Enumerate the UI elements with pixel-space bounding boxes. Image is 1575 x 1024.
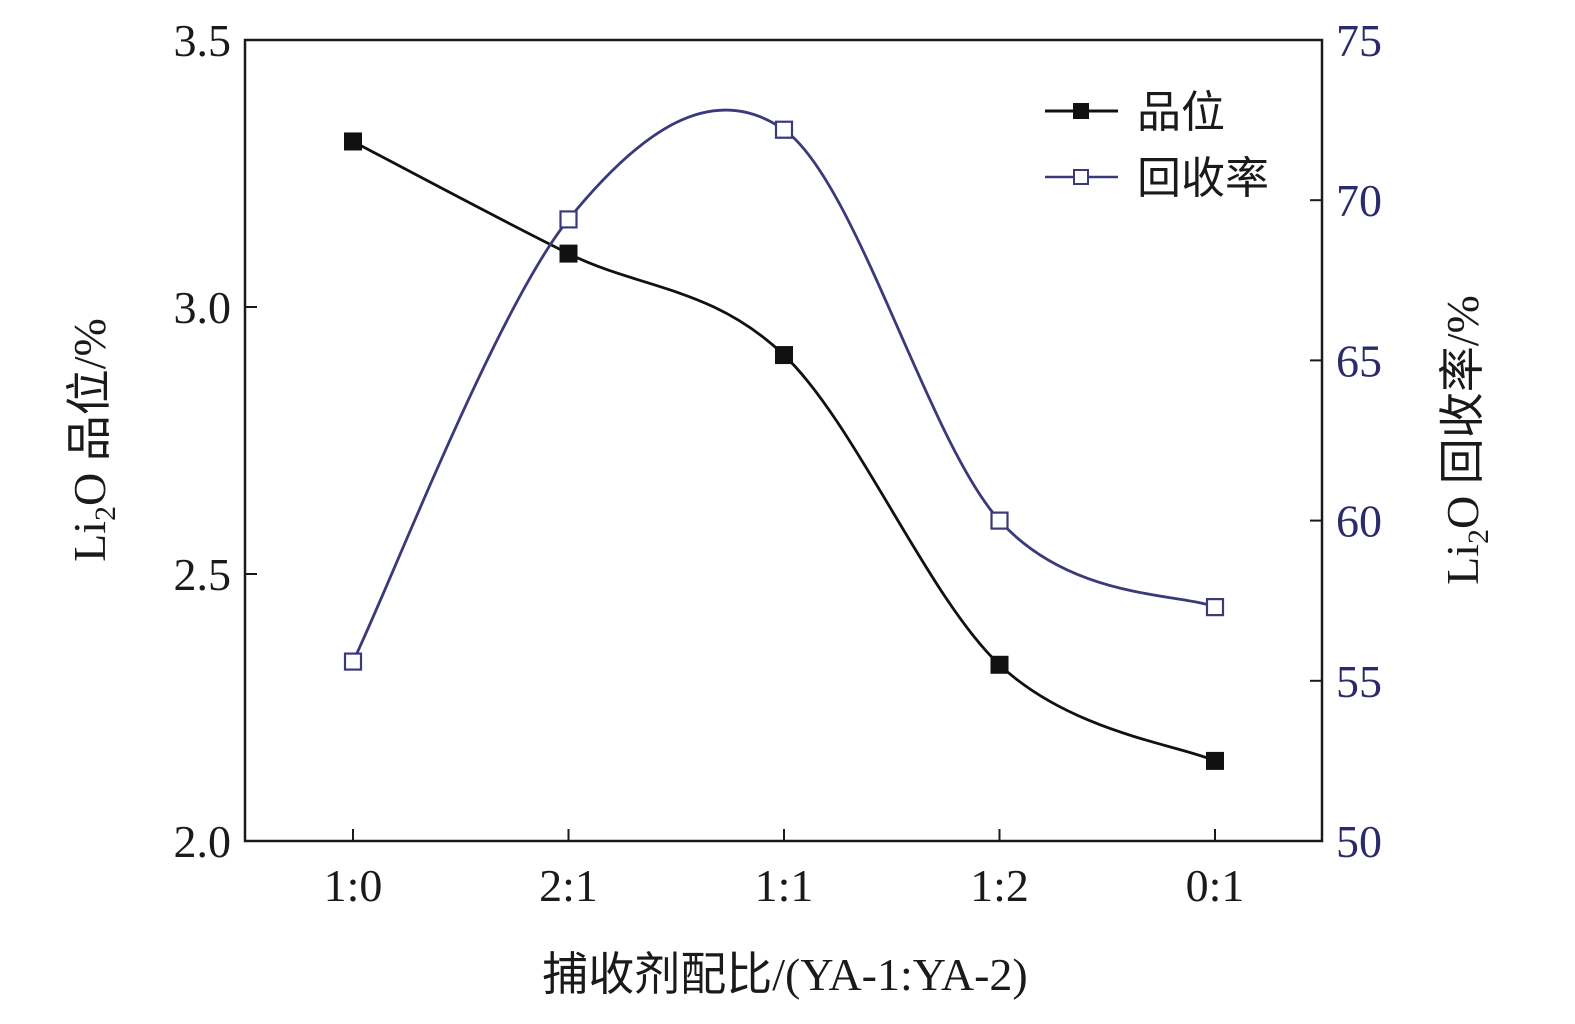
- y-right-axis-ticks: 50 55 60 65 70 75: [1310, 15, 1382, 867]
- x-axis-ticks: 1:0 2:1 1:1 1:2 0:1: [324, 829, 1245, 911]
- y-right-title-post: O 回收率/%: [1437, 295, 1488, 529]
- legend: 品位 回收率: [1045, 87, 1269, 204]
- x-tick-label: 1:0: [324, 860, 383, 911]
- y-left-title-sub: 2: [89, 506, 122, 521]
- series-line-recovery: [351, 108, 1216, 663]
- y-right-title-pre: Li: [1437, 544, 1488, 585]
- x-tick-label: 1:1: [755, 860, 814, 911]
- y-right-tick-label: 60: [1336, 496, 1382, 547]
- y-left-axis-title: Li2O 品位/%: [64, 318, 122, 562]
- data-point-recovery: [1205, 598, 1225, 617]
- x-tick-label: 1:2: [970, 860, 1029, 911]
- y-right-tick-label: 50: [1336, 816, 1382, 867]
- y-left-title-post: O 品位/%: [64, 318, 115, 506]
- y-left-tick-label: 3.0: [174, 282, 232, 333]
- data-point-recovery: [559, 210, 578, 229]
- data-point-recovery: [990, 511, 1009, 530]
- data-point-grade: [559, 244, 578, 263]
- data-point-recovery: [774, 120, 794, 139]
- legend-label-grade: 品位: [1137, 87, 1225, 138]
- y-right-tick-label: 70: [1336, 175, 1382, 226]
- y-right-axis-title: Li2O 回收率/%: [1437, 295, 1495, 585]
- y-right-tick-label: 75: [1336, 15, 1382, 66]
- data-point-grade: [775, 346, 793, 365]
- data-point-grade: [344, 132, 362, 151]
- x-axis-title: 捕收剂配比/(YA-1:YA-2): [542, 949, 1028, 1000]
- legend-label-recovery: 回收率: [1137, 153, 1269, 204]
- y-left-tick-label: 3.5: [174, 15, 232, 66]
- legend-marker-recovery: [1073, 169, 1089, 185]
- series-markers: [343, 120, 1225, 770]
- series-line-grade: [352, 140, 1216, 763]
- y-left-axis-ticks: 2.0 2.5 3.0 3.5: [174, 15, 257, 867]
- x-tick-label: 2:1: [539, 860, 598, 911]
- data-point-grade: [990, 655, 1009, 674]
- y-right-title-sub: 2: [1462, 529, 1495, 544]
- y-left-title-pre: Li: [64, 521, 115, 562]
- data-point-recovery: [343, 652, 363, 671]
- y-right-tick-label: 65: [1336, 335, 1382, 386]
- y-left-tick-label: 2.0: [174, 816, 232, 867]
- legend-item-grade: 品位: [1045, 87, 1225, 138]
- legend-marker-grade: [1073, 103, 1089, 119]
- legend-item-recovery: 回收率: [1045, 153, 1269, 204]
- x-tick-label: 0:1: [1186, 860, 1245, 911]
- y-right-tick-label: 55: [1336, 656, 1382, 707]
- data-point-grade: [1206, 751, 1224, 770]
- series-curves: [351, 108, 1216, 763]
- y-left-tick-label: 2.5: [174, 549, 232, 600]
